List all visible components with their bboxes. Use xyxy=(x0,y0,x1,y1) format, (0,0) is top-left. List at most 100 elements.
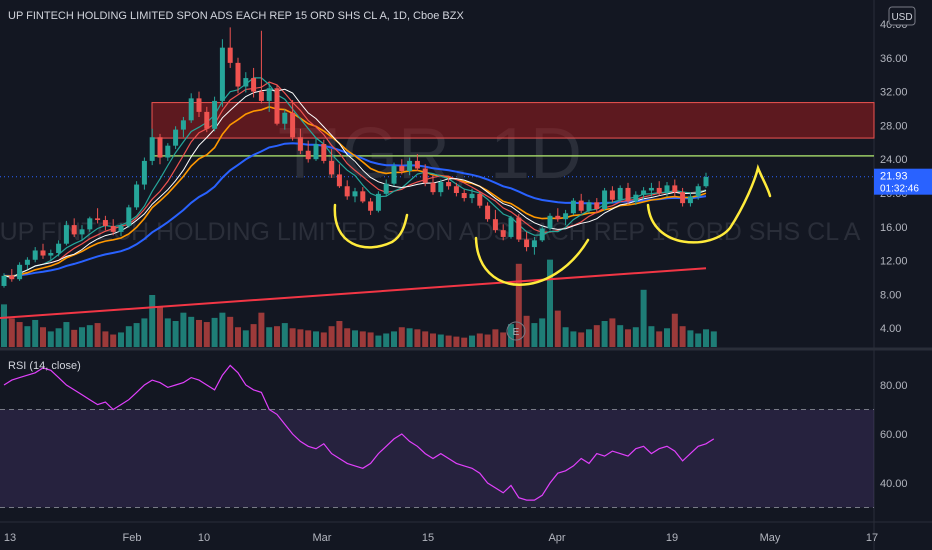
candle-body xyxy=(118,225,124,232)
volume-bar xyxy=(157,307,163,347)
volume-bar xyxy=(422,331,429,347)
price-tick: 32.00 xyxy=(880,87,908,99)
candle-body xyxy=(134,184,140,208)
candle-body xyxy=(430,182,436,193)
volume-bar xyxy=(656,331,663,347)
candle-body xyxy=(149,137,155,161)
volume-bar xyxy=(640,289,647,347)
volume-bar xyxy=(508,324,514,347)
candle-body xyxy=(32,250,38,260)
volume-bar xyxy=(79,327,85,347)
candle-body xyxy=(586,202,592,211)
volume-bar xyxy=(86,325,93,347)
volume-bar xyxy=(586,329,592,347)
volume-bar xyxy=(235,327,241,347)
candle-body xyxy=(79,229,85,235)
chart-title: UP FINTECH HOLDING LIMITED SPON ADS EACH… xyxy=(8,10,464,22)
volume-bar xyxy=(679,326,686,347)
candle-body xyxy=(547,215,553,229)
volume-bar xyxy=(71,329,78,347)
volume-bar xyxy=(313,331,319,347)
volume-bar xyxy=(609,318,616,347)
candle-body xyxy=(399,165,405,172)
volume-bar xyxy=(344,328,351,347)
currency-badge[interactable] xyxy=(888,6,916,26)
candle-body xyxy=(407,160,413,172)
volume-bar xyxy=(531,323,538,347)
earnings-marker[interactable]: E xyxy=(506,321,526,341)
volume-bar xyxy=(695,333,702,347)
volume-bar xyxy=(625,329,631,347)
volume-bar xyxy=(492,329,499,347)
resistance-zone-box xyxy=(151,102,875,139)
volume-bar xyxy=(24,326,31,347)
candle-body xyxy=(243,78,249,87)
candle-body xyxy=(508,217,514,237)
volume-bar xyxy=(94,323,101,347)
time-tick: 17 xyxy=(866,532,878,544)
candle-body xyxy=(641,190,647,195)
candle-body xyxy=(251,78,257,92)
candle-body xyxy=(48,252,54,256)
volume-bar xyxy=(211,317,218,347)
volume-bar xyxy=(484,334,491,347)
candle-body xyxy=(282,112,288,124)
volume-bar xyxy=(703,329,709,347)
candle-body xyxy=(40,250,46,256)
volume-bar xyxy=(469,335,475,347)
volume-bar xyxy=(547,259,553,347)
volume-bar xyxy=(648,326,655,347)
volume-bar xyxy=(266,327,273,347)
price-tick: 24.00 xyxy=(880,154,908,166)
rsi-panel xyxy=(0,364,874,508)
volume-bar xyxy=(297,329,304,347)
price-tick: 4.00 xyxy=(880,323,901,335)
candle-body xyxy=(336,174,342,187)
candle-body xyxy=(212,100,218,129)
volume-bar xyxy=(16,322,23,347)
candle-body xyxy=(422,168,428,183)
candle-body xyxy=(648,187,654,191)
candle-body xyxy=(477,193,483,206)
candle-body xyxy=(102,220,108,226)
rsi-tick: 80.00 xyxy=(880,380,908,392)
candle-body xyxy=(180,120,186,130)
candle-body xyxy=(555,215,561,220)
volume-bar xyxy=(445,335,452,347)
candle-body xyxy=(258,91,264,101)
candle-body xyxy=(344,186,350,197)
price-tick: 28.00 xyxy=(880,120,908,132)
volume-bar xyxy=(47,331,54,347)
volume-bar xyxy=(336,321,343,347)
candle-body xyxy=(633,194,639,202)
volume-bar xyxy=(250,324,257,347)
volume-bar xyxy=(172,321,179,347)
candle-body xyxy=(524,239,530,248)
candle-body xyxy=(383,183,389,194)
volume-bar xyxy=(710,331,717,347)
candle-body xyxy=(141,160,147,185)
candle-body xyxy=(594,202,600,210)
volume-bar xyxy=(593,325,600,347)
candle-body xyxy=(17,264,23,280)
volume-bar xyxy=(188,316,195,347)
candle-body xyxy=(196,98,202,112)
price-tick: 8.00 xyxy=(880,289,901,301)
volume-bar xyxy=(414,329,421,347)
volume-bar xyxy=(227,316,234,347)
candle-body xyxy=(461,193,467,199)
volume-bar xyxy=(359,331,366,347)
candle-body xyxy=(625,187,631,202)
rsi-tick: 60.00 xyxy=(880,429,908,441)
candle-body xyxy=(485,205,491,220)
volume-bar xyxy=(375,335,382,347)
rsi-tick: 40.00 xyxy=(880,478,908,490)
annotation-right-shoulder xyxy=(646,163,772,244)
price-tick: 12.00 xyxy=(880,256,908,268)
candle-body xyxy=(563,213,569,220)
volume-bar xyxy=(180,312,187,347)
volume-bar xyxy=(133,323,140,347)
candle-body xyxy=(71,225,77,235)
candle-body xyxy=(680,192,686,204)
candle-body xyxy=(9,275,15,280)
